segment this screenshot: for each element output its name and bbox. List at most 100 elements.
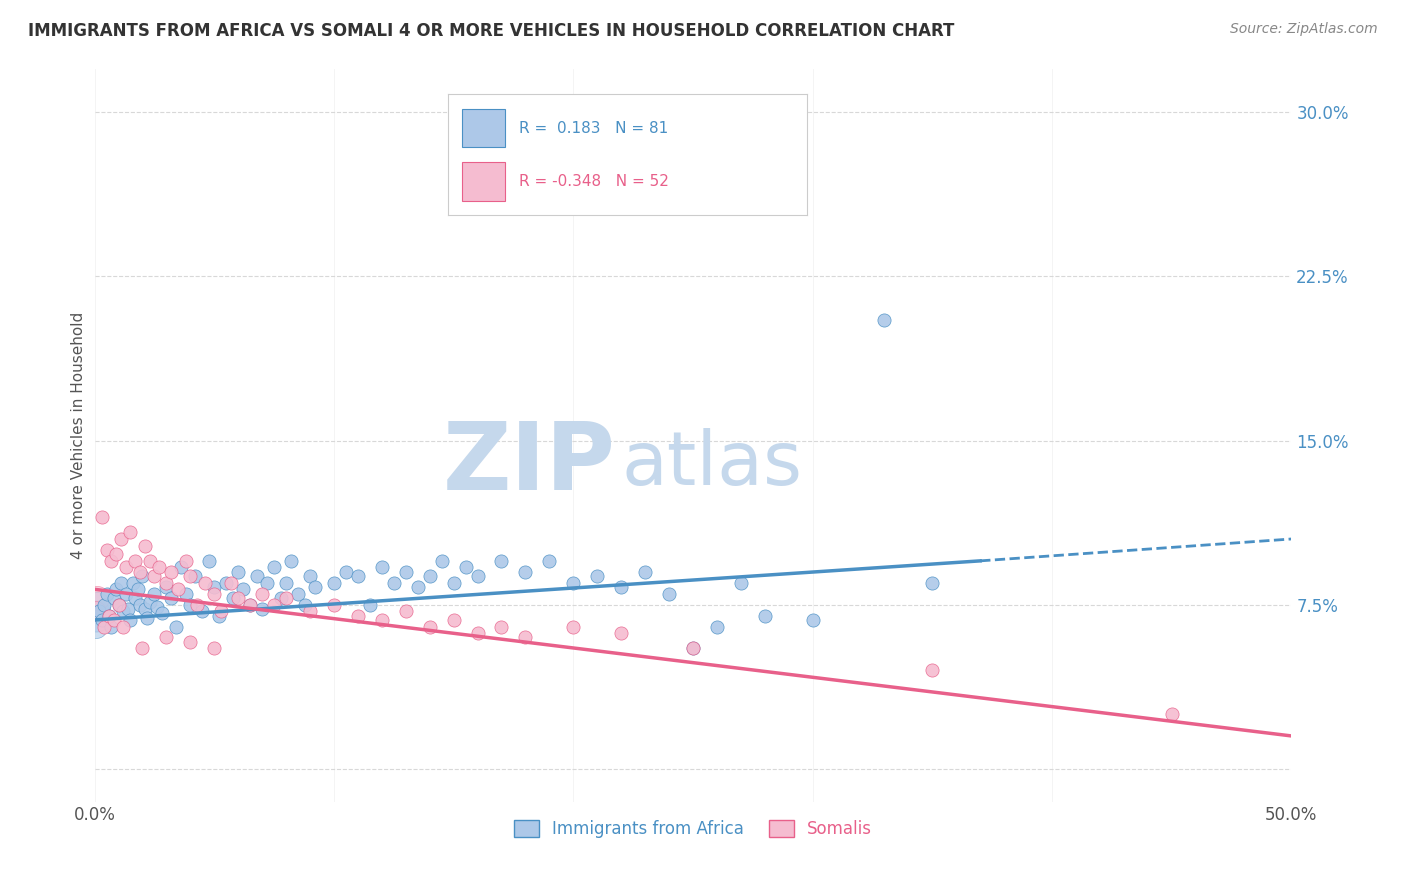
Point <box>586 569 609 583</box>
Y-axis label: 4 or more Vehicles in Household: 4 or more Vehicles in Household <box>72 311 86 558</box>
Point <box>148 560 170 574</box>
Point <box>323 598 346 612</box>
Point <box>406 580 429 594</box>
Point <box>921 663 943 677</box>
Point <box>395 604 418 618</box>
Point <box>246 569 269 583</box>
Point <box>298 569 321 583</box>
Point <box>202 580 225 594</box>
Point <box>202 587 225 601</box>
Point <box>155 580 177 594</box>
Point <box>515 565 537 579</box>
Point <box>347 608 370 623</box>
Text: Source: ZipAtlas.com: Source: ZipAtlas.com <box>1230 22 1378 37</box>
Point <box>754 608 776 623</box>
Point <box>124 591 146 605</box>
Point <box>105 582 128 597</box>
Point <box>174 587 197 601</box>
Point <box>395 565 418 579</box>
Point <box>419 619 441 633</box>
Point <box>143 587 166 601</box>
Point <box>179 598 201 612</box>
Point <box>160 591 183 605</box>
Point <box>191 604 214 618</box>
Point <box>873 313 896 327</box>
Point <box>107 598 129 612</box>
Point <box>239 598 262 612</box>
Text: ZIP: ZIP <box>443 418 616 510</box>
Point <box>131 641 153 656</box>
Point <box>239 598 262 612</box>
Point <box>194 575 217 590</box>
Point <box>90 510 112 524</box>
Point <box>198 554 221 568</box>
Point <box>359 598 381 612</box>
Point <box>1160 706 1182 721</box>
Point <box>298 604 321 618</box>
Text: atlas: atlas <box>621 428 803 501</box>
Point <box>86 591 108 605</box>
Point <box>921 575 943 590</box>
Point <box>562 619 585 633</box>
Point <box>208 608 231 623</box>
Point <box>84 604 107 618</box>
Point <box>491 554 513 568</box>
Point <box>114 560 136 574</box>
Point <box>138 554 160 568</box>
Point <box>294 598 316 612</box>
Point <box>250 602 273 616</box>
Point <box>96 587 118 601</box>
Point <box>134 602 156 616</box>
Point <box>209 604 232 618</box>
Point <box>430 554 453 568</box>
Point <box>263 560 285 574</box>
Point <box>538 554 561 568</box>
Point <box>90 613 112 627</box>
Point <box>270 591 292 605</box>
Text: IMMIGRANTS FROM AFRICA VS SOMALI 4 OR MORE VEHICLES IN HOUSEHOLD CORRELATION CHA: IMMIGRANTS FROM AFRICA VS SOMALI 4 OR MO… <box>28 22 955 40</box>
Point <box>371 560 394 574</box>
Point <box>97 608 120 623</box>
Point <box>160 565 183 579</box>
Point <box>454 560 477 574</box>
Point <box>491 619 513 633</box>
Point <box>100 554 122 568</box>
Point <box>347 569 370 583</box>
Point <box>215 575 238 590</box>
Point <box>682 641 704 656</box>
Point <box>280 554 302 568</box>
Point <box>226 565 249 579</box>
Point <box>467 626 489 640</box>
Point <box>84 608 107 623</box>
Point <box>287 587 309 601</box>
Point <box>634 565 657 579</box>
Point <box>443 613 465 627</box>
Point <box>730 575 752 590</box>
Point <box>382 575 405 590</box>
Point <box>103 591 125 605</box>
Point <box>100 619 122 633</box>
Point <box>136 611 159 625</box>
Point <box>129 565 152 579</box>
Point <box>263 598 285 612</box>
Point <box>335 565 357 579</box>
Point <box>86 619 108 633</box>
Point <box>174 554 197 568</box>
Point <box>150 607 173 621</box>
Point <box>515 631 537 645</box>
Point <box>323 575 346 590</box>
Point <box>274 591 297 605</box>
Point <box>107 598 129 612</box>
Point <box>202 641 225 656</box>
Point <box>419 569 441 583</box>
Point <box>304 580 326 594</box>
Point <box>274 575 297 590</box>
Point <box>170 560 193 574</box>
Point <box>443 575 465 590</box>
Point <box>801 613 824 627</box>
Point <box>155 631 177 645</box>
Point <box>682 641 704 656</box>
Point <box>219 575 242 590</box>
Point <box>89 604 111 618</box>
Point <box>103 613 125 627</box>
